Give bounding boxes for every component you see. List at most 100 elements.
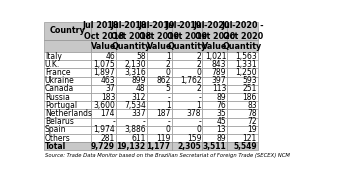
Bar: [172, 126, 202, 134]
Text: Jul 2020 -
Oct 2020: Jul 2020 - Oct 2020: [222, 21, 264, 41]
Text: Country: Country: [50, 26, 85, 35]
Bar: [228, 101, 258, 109]
Text: 37: 37: [105, 84, 115, 93]
Text: Jul 2018 -
Oct 2018: Jul 2018 - Oct 2018: [83, 21, 125, 41]
Text: 159: 159: [187, 134, 201, 143]
Bar: [228, 60, 258, 69]
Bar: [44, 77, 91, 85]
Bar: [202, 101, 228, 109]
Bar: [228, 52, 258, 60]
Text: 0: 0: [196, 125, 201, 134]
Text: 9,729: 9,729: [91, 142, 115, 151]
Text: 1,331: 1,331: [235, 60, 257, 69]
Text: -: -: [168, 93, 171, 102]
Text: Jul 2019 -
Oct 2019: Jul 2019 - Oct 2019: [138, 21, 181, 41]
Text: 312: 312: [131, 93, 146, 102]
Text: -: -: [112, 117, 115, 126]
Bar: [202, 60, 228, 69]
Text: 843: 843: [212, 60, 226, 69]
Text: 3,600: 3,600: [93, 101, 115, 110]
Text: 183: 183: [101, 93, 115, 102]
Text: 899: 899: [131, 76, 146, 85]
Text: 0: 0: [196, 68, 201, 77]
Bar: [147, 40, 172, 52]
Bar: [172, 118, 202, 126]
Bar: [91, 101, 116, 109]
Bar: [44, 60, 91, 69]
Bar: [116, 93, 147, 101]
Bar: [116, 101, 147, 109]
Text: 121: 121: [243, 134, 257, 143]
Bar: [228, 77, 258, 85]
Text: Quantity: Quantity: [112, 42, 151, 51]
Bar: [44, 134, 91, 142]
Bar: [147, 109, 172, 118]
Text: 72: 72: [247, 117, 257, 126]
Bar: [172, 101, 202, 109]
Text: 3,886: 3,886: [124, 125, 146, 134]
Bar: [172, 109, 202, 118]
Text: 281: 281: [101, 134, 115, 143]
Text: 76: 76: [217, 101, 226, 110]
Bar: [91, 77, 116, 85]
Text: Jul 2019 -
Oct 2019: Jul 2019 - Oct 2019: [166, 21, 208, 41]
Text: Netherlands: Netherlands: [45, 109, 92, 118]
Text: Value: Value: [202, 42, 228, 51]
Text: 83: 83: [247, 101, 257, 110]
Bar: [91, 109, 116, 118]
Bar: [91, 22, 116, 40]
Text: Belarus: Belarus: [45, 117, 74, 126]
Text: 1,762: 1,762: [180, 76, 201, 85]
Text: 19: 19: [247, 125, 257, 134]
Text: Canada: Canada: [45, 84, 74, 93]
Bar: [91, 118, 116, 126]
Bar: [116, 118, 147, 126]
Bar: [228, 69, 258, 77]
Bar: [202, 69, 228, 77]
Bar: [44, 22, 91, 40]
Bar: [147, 77, 172, 85]
Bar: [202, 40, 228, 52]
Bar: [202, 118, 228, 126]
Text: 0: 0: [166, 125, 171, 134]
Bar: [202, 134, 228, 142]
Text: Italy: Italy: [45, 52, 62, 61]
Text: 89: 89: [217, 93, 226, 102]
Text: 3,316: 3,316: [124, 68, 146, 77]
Bar: [147, 93, 172, 101]
Bar: [172, 77, 202, 85]
Bar: [116, 22, 147, 40]
Text: 2,305: 2,305: [177, 142, 201, 151]
Bar: [91, 142, 116, 150]
Bar: [147, 22, 172, 40]
Text: U.K.: U.K.: [45, 60, 60, 69]
Bar: [202, 52, 228, 60]
Text: 1: 1: [166, 52, 171, 61]
Text: -: -: [198, 117, 201, 126]
Text: 2: 2: [197, 60, 201, 69]
Text: Value: Value: [91, 42, 117, 51]
Text: 19,132: 19,132: [117, 142, 146, 151]
Text: 187: 187: [156, 109, 171, 118]
Bar: [202, 22, 228, 40]
Bar: [228, 22, 258, 40]
Text: Total: Total: [45, 142, 66, 151]
Text: 1,563: 1,563: [235, 52, 257, 61]
Bar: [228, 109, 258, 118]
Bar: [116, 142, 147, 150]
Text: 5,549: 5,549: [233, 142, 257, 151]
Text: 337: 337: [131, 109, 146, 118]
Bar: [202, 109, 228, 118]
Bar: [172, 142, 202, 150]
Text: 113: 113: [212, 84, 226, 93]
Bar: [44, 101, 91, 109]
Bar: [228, 118, 258, 126]
Text: 2: 2: [197, 84, 201, 93]
Text: 3,511: 3,511: [203, 142, 226, 151]
Text: 48: 48: [136, 84, 146, 93]
Text: 378: 378: [187, 109, 201, 118]
Bar: [228, 142, 258, 150]
Bar: [202, 126, 228, 134]
Text: -: -: [143, 117, 146, 126]
Text: Ukraine: Ukraine: [45, 76, 75, 85]
